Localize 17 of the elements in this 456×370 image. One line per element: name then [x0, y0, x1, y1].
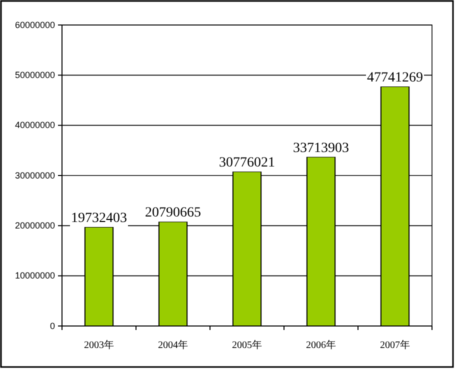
y-tick-label: 60000000 [14, 20, 55, 30]
y-tick-label: 0 [50, 320, 55, 331]
data-label: 20790665 [145, 206, 201, 221]
x-tick-label: 2007年 [380, 339, 410, 352]
y-tick-label: 20000000 [14, 220, 55, 231]
data-label: 33713903 [293, 140, 349, 156]
data-label: 47741269 [367, 70, 423, 86]
x-tick-label: 2005年 [232, 339, 262, 352]
y-tick-label: 50000000 [14, 70, 55, 80]
x-tick-label: 2006年 [306, 339, 336, 352]
x-tick-label: 2004年 [158, 339, 188, 352]
data-label: 30776021 [219, 156, 275, 171]
y-tick-label: 40000000 [14, 120, 55, 130]
data-label: 19732403 [71, 211, 127, 226]
y-tick-label: 10000000 [14, 270, 55, 281]
y-tick-label: 30000000 [14, 170, 55, 180]
x-tick-label: 2003年 [84, 339, 114, 352]
